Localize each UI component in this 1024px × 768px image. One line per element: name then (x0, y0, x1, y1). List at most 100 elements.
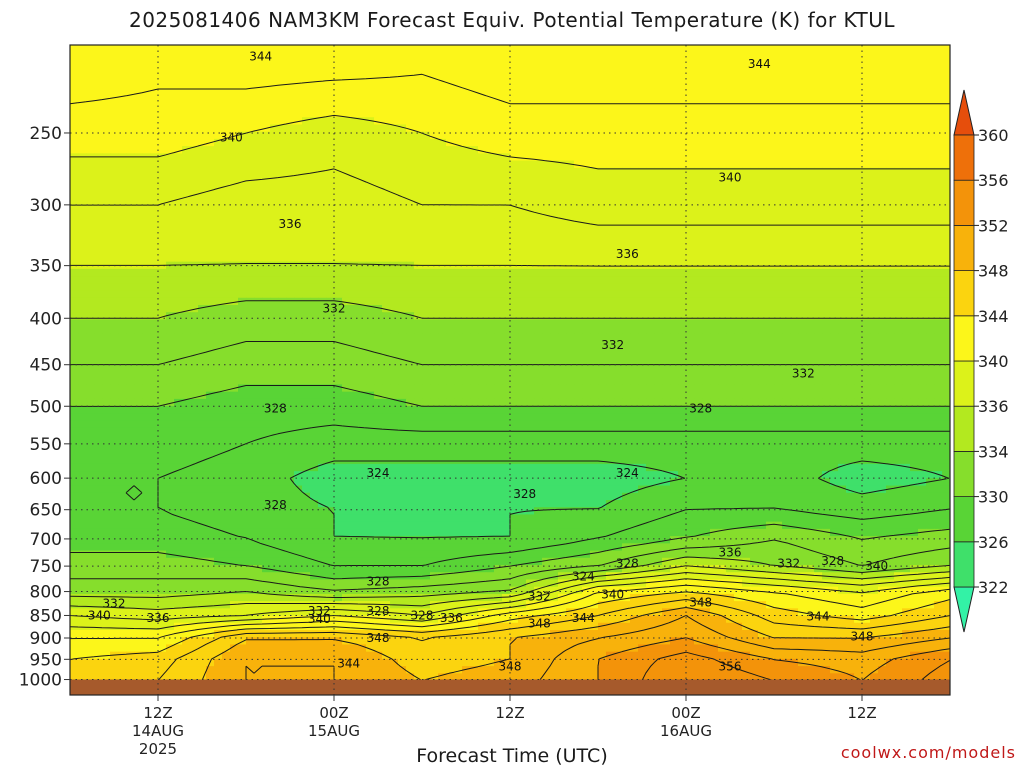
field-cell (910, 254, 919, 263)
field-cell (734, 341, 743, 349)
field-cell (862, 153, 871, 162)
field-cell (846, 341, 855, 349)
field-cell (462, 297, 471, 306)
field-cell (734, 305, 743, 313)
field-cell (758, 160, 767, 169)
field-cell (806, 66, 815, 75)
field-cell (222, 124, 231, 133)
field-cell (502, 362, 511, 371)
field-cell (742, 66, 751, 75)
field-cell (766, 182, 775, 191)
field-cell (126, 232, 135, 241)
field-cell (902, 247, 911, 256)
field-cell (278, 146, 287, 154)
field-cell (598, 146, 607, 154)
field-cell (502, 175, 511, 183)
field-cell (374, 370, 383, 378)
field-cell (582, 81, 591, 89)
field-cell (734, 203, 743, 212)
field-cell (454, 189, 463, 198)
field-cell (582, 232, 591, 241)
field-cell (790, 305, 799, 313)
field-cell (366, 254, 375, 263)
field-cell (854, 146, 863, 154)
field-cell (374, 59, 383, 68)
field-cell (494, 160, 503, 169)
field-cell (646, 189, 655, 198)
field-cell (886, 146, 895, 154)
field-cell (206, 73, 215, 82)
field-cell (534, 254, 543, 263)
field-cell (182, 218, 191, 227)
field-cell (278, 73, 287, 82)
field-cell (886, 167, 895, 176)
field-cell (590, 160, 599, 169)
field-cell (734, 218, 743, 227)
field-cell (454, 268, 463, 277)
field-cell (686, 45, 695, 53)
field-cell (126, 370, 135, 378)
field-cell (726, 283, 735, 292)
field-cell (526, 225, 535, 234)
field-cell (214, 66, 223, 75)
field-cell (222, 254, 231, 263)
field-cell (454, 110, 463, 118)
field-cell (142, 341, 151, 349)
field-cell (278, 305, 287, 313)
field-cell (118, 232, 127, 241)
field-cell (350, 189, 359, 198)
field-cell (942, 131, 950, 140)
field-cell (382, 290, 391, 299)
field-cell (534, 290, 543, 299)
field-cell (622, 52, 631, 61)
field-cell (822, 110, 831, 118)
field-cell (470, 297, 479, 306)
field-cell (254, 153, 263, 162)
field-cell (502, 131, 511, 140)
field-cell (342, 247, 351, 256)
field-cell (686, 290, 695, 299)
field-cell (702, 290, 711, 299)
field-cell (694, 305, 703, 313)
field-cell (398, 189, 407, 198)
field-cell (262, 167, 271, 176)
field-cell (126, 305, 135, 313)
field-cell (886, 312, 895, 321)
field-cell (678, 52, 687, 61)
field-cell (502, 268, 511, 277)
field-cell (86, 225, 95, 234)
field-cell (670, 81, 679, 89)
field-cell (350, 312, 359, 321)
field-cell (286, 175, 295, 183)
field-cell (246, 247, 255, 256)
field-cell (846, 117, 855, 126)
field-cell (518, 355, 527, 364)
field-cell (422, 232, 431, 241)
field-cell (814, 312, 823, 321)
field-cell (590, 66, 599, 75)
field-cell (134, 312, 143, 321)
field-cell (70, 305, 79, 313)
field-cell (718, 124, 727, 133)
field-cell (278, 102, 287, 111)
field-cell (182, 348, 191, 357)
field-cell (86, 59, 95, 68)
field-cell (190, 138, 199, 147)
field-cell (214, 110, 223, 118)
field-cell (166, 240, 175, 248)
field-cell (158, 175, 167, 183)
field-cell (190, 167, 199, 176)
field-cell (606, 182, 615, 191)
field-cell (782, 153, 791, 162)
field-cell (326, 247, 335, 256)
field-cell (422, 110, 431, 118)
field-cell (822, 131, 831, 140)
field-cell (502, 95, 511, 104)
field-cell (494, 276, 503, 284)
field-cell (678, 66, 687, 75)
field-cell (870, 146, 879, 154)
field-cell (254, 283, 263, 292)
field-cell (774, 283, 783, 292)
field-cell (102, 73, 111, 82)
field-cell (822, 305, 831, 313)
